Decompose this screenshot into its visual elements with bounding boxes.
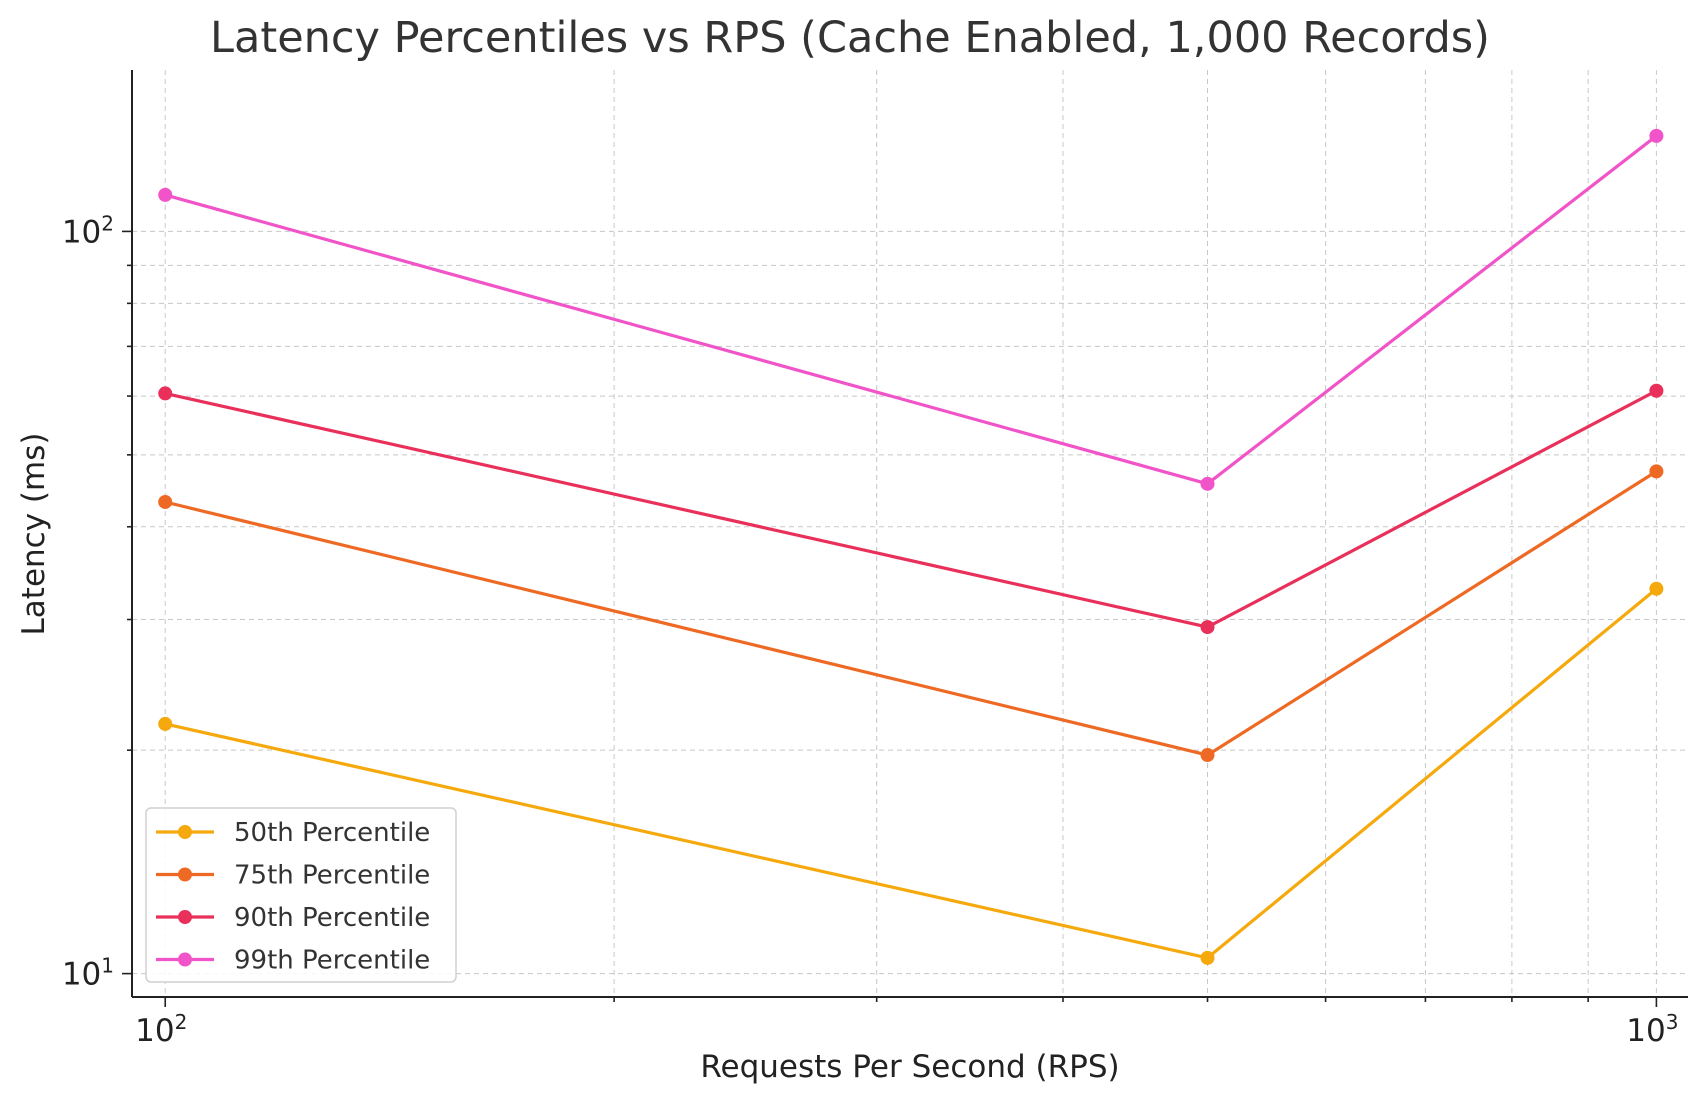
data-point xyxy=(158,716,173,731)
series-2 xyxy=(158,464,1664,763)
legend-marker xyxy=(178,825,192,839)
legend-box xyxy=(145,807,457,983)
legend-label: 90th Percentile xyxy=(234,903,430,933)
legend-item: 99th Percentile xyxy=(156,946,430,976)
data-point xyxy=(1649,128,1664,143)
data-point xyxy=(1200,620,1215,635)
y-tick-label: 101 xyxy=(62,954,114,993)
series-line xyxy=(164,470,1658,757)
series-layer xyxy=(158,128,1664,965)
legend-label: 99th Percentile xyxy=(234,946,430,976)
data-point xyxy=(158,494,173,509)
legend-label: 50th Percentile xyxy=(234,818,430,848)
data-point xyxy=(1200,476,1215,491)
x-tick-label: 103 xyxy=(1626,1010,1678,1049)
series-3 xyxy=(158,383,1664,635)
legend-item: 75th Percentile xyxy=(156,861,430,891)
legend-item: 50th Percentile xyxy=(156,818,430,848)
x-axis-label: Requests Per Second (RPS) xyxy=(700,1049,1119,1085)
series-line xyxy=(164,134,1658,486)
data-point xyxy=(158,386,173,401)
x-axis-ticks: 102 103 xyxy=(135,997,1678,1049)
legend: 50th Percentile 75th Percentile 90th Perce… xyxy=(145,807,457,983)
data-point xyxy=(1200,748,1215,763)
series-4 xyxy=(158,128,1664,491)
legend-marker xyxy=(178,867,192,882)
y-axis-ticks: 101 102 xyxy=(62,211,132,993)
data-point xyxy=(1649,581,1664,596)
x-tick-label: 102 xyxy=(135,1010,187,1049)
y-axis-label: Latency (ms) xyxy=(16,433,52,636)
legend-label: 75th Percentile xyxy=(234,861,430,891)
y-tick-label: 102 xyxy=(62,211,114,250)
series-1 xyxy=(158,581,1664,965)
legend-marker xyxy=(178,952,192,967)
grid xyxy=(132,70,1688,997)
legend-marker xyxy=(178,910,192,924)
data-point xyxy=(158,187,173,202)
data-point xyxy=(1200,950,1215,965)
data-point xyxy=(1649,383,1664,398)
series-line xyxy=(164,389,1658,629)
data-point xyxy=(1649,464,1664,479)
legend-item: 90th Percentile xyxy=(156,903,430,933)
chart-title: Latency Percentiles vs RPS (Cache Enable… xyxy=(210,13,1490,63)
